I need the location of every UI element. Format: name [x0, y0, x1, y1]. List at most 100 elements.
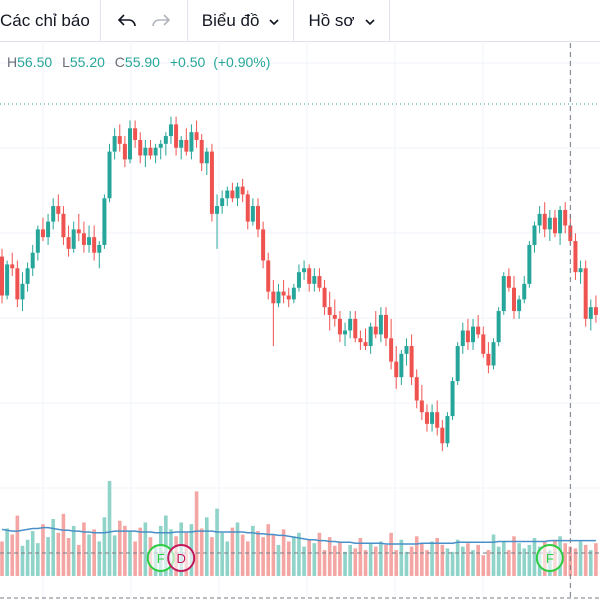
candle-body[interactable] — [527, 244, 532, 284]
candle-body[interactable] — [373, 326, 378, 335]
candle-body[interactable] — [102, 198, 107, 245]
candle-body[interactable] — [245, 194, 250, 222]
candle-body[interactable] — [20, 283, 25, 300]
candle-body[interactable] — [215, 206, 220, 214]
candle-body[interactable] — [138, 139, 143, 156]
candle-body[interactable] — [163, 136, 168, 144]
candle-body[interactable] — [445, 416, 450, 444]
candle-body[interactable] — [501, 276, 506, 312]
candle-body[interactable] — [394, 361, 399, 378]
candle-body[interactable] — [332, 314, 337, 319]
candle-body[interactable] — [204, 151, 209, 164]
candle-body[interactable] — [30, 252, 35, 269]
candle-body[interactable] — [358, 338, 363, 343]
candle-body[interactable] — [506, 276, 511, 288]
candle-body[interactable] — [327, 307, 332, 315]
candle-body[interactable] — [250, 206, 255, 222]
candle-body[interactable] — [384, 314, 388, 339]
candle-body[interactable] — [148, 147, 153, 156]
candle-body[interactable] — [348, 318, 353, 331]
candle-body[interactable] — [343, 330, 348, 335]
candle-body[interactable] — [25, 268, 30, 284]
candle-body[interactable] — [465, 330, 470, 343]
candle-body[interactable] — [261, 229, 266, 261]
candle-body[interactable] — [414, 377, 419, 401]
candle-body[interactable] — [61, 213, 66, 238]
candle-body[interactable] — [158, 143, 163, 148]
candle-body[interactable] — [184, 139, 189, 152]
candle-body[interactable] — [225, 190, 230, 199]
candle-body[interactable] — [235, 186, 240, 199]
candle-body[interactable] — [199, 139, 204, 164]
profile-menu-button[interactable]: Hồ sơ — [294, 0, 388, 41]
candle-body[interactable] — [153, 147, 158, 156]
candle-body[interactable] — [189, 132, 194, 152]
candle-body[interactable] — [563, 209, 568, 226]
candle-body[interactable] — [593, 307, 598, 315]
candle-body[interactable] — [296, 272, 301, 288]
candle-body[interactable] — [481, 334, 486, 354]
candle-body[interactable] — [112, 136, 117, 152]
candle-body[interactable] — [5, 264, 10, 296]
candle-body[interactable] — [573, 241, 578, 273]
candle-body[interactable] — [122, 143, 127, 160]
candle-body[interactable] — [271, 291, 276, 304]
candle-body[interactable] — [578, 268, 583, 273]
redo-icon[interactable] — [149, 9, 173, 33]
candle-body[interactable] — [220, 198, 225, 207]
candle-body[interactable] — [92, 237, 97, 253]
candle-body[interactable] — [174, 124, 179, 148]
candle-body[interactable] — [378, 314, 383, 335]
candle-body[interactable] — [281, 291, 286, 296]
candle-body[interactable] — [409, 346, 414, 378]
candle-body[interactable] — [419, 400, 424, 413]
indicators-button[interactable]: Các chỉ báo — [0, 0, 100, 41]
candle-body[interactable] — [450, 381, 455, 417]
candle-body[interactable] — [286, 295, 291, 300]
candle-body[interactable] — [209, 151, 214, 214]
candle-body[interactable] — [143, 147, 148, 156]
candle-body[interactable] — [460, 330, 465, 347]
candle-body[interactable] — [512, 287, 516, 312]
event-marker[interactable] — [167, 544, 196, 572]
candle-body[interactable] — [542, 213, 547, 230]
candle-body[interactable] — [322, 287, 327, 308]
candle-body[interactable] — [240, 186, 245, 195]
candle-body[interactable] — [71, 229, 76, 249]
candle-body[interactable] — [0, 256, 4, 296]
candle-body[interactable] — [97, 244, 102, 253]
candle-body[interactable] — [35, 229, 40, 253]
candle-body[interactable] — [302, 268, 307, 273]
candle-body[interactable] — [522, 283, 527, 300]
candle-body[interactable] — [496, 311, 501, 343]
candle-body[interactable] — [107, 151, 112, 199]
candle-body[interactable] — [435, 412, 440, 428]
candle-body[interactable] — [517, 299, 522, 312]
candle-body[interactable] — [266, 260, 271, 292]
candle-body[interactable] — [368, 326, 373, 347]
candle-body[interactable] — [168, 124, 173, 137]
candle-body[interactable] — [307, 268, 312, 284]
candle-body[interactable] — [532, 225, 537, 245]
event-marker[interactable] — [535, 544, 564, 572]
candle-body[interactable] — [558, 209, 563, 234]
candle-body[interactable] — [424, 412, 429, 424]
candle-body[interactable] — [87, 237, 92, 245]
candle-body[interactable] — [81, 233, 86, 245]
candle-body[interactable] — [486, 353, 491, 366]
candle-body[interactable] — [537, 213, 542, 226]
candle-body[interactable] — [583, 268, 588, 319]
candle-body[interactable] — [291, 287, 296, 300]
candle-body[interactable] — [552, 217, 557, 234]
candle-body[interactable] — [194, 132, 199, 140]
candle-body[interactable] — [66, 237, 71, 249]
undo-icon[interactable] — [115, 9, 139, 33]
candle-body[interactable] — [276, 291, 281, 304]
candle-body[interactable] — [399, 353, 404, 378]
candle-body[interactable] — [10, 264, 15, 269]
candle-body[interactable] — [491, 342, 496, 366]
candle-body[interactable] — [256, 206, 260, 230]
candle-body[interactable] — [547, 217, 552, 230]
candle-body[interactable] — [51, 206, 56, 222]
